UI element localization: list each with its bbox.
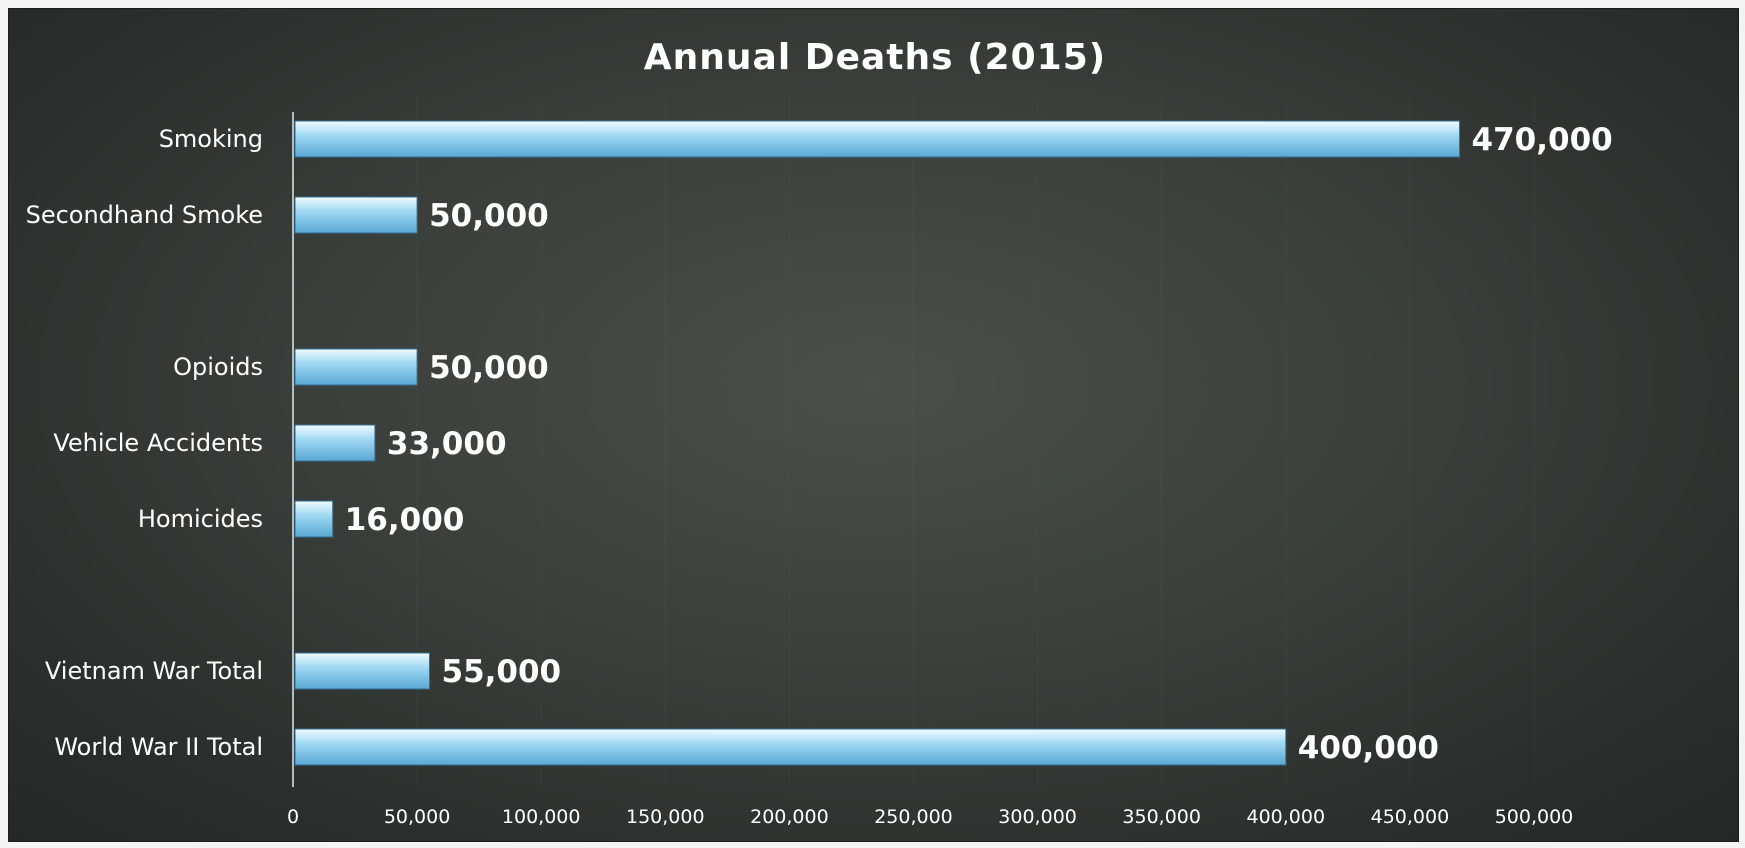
data-label: 470,000	[1472, 122, 1613, 158]
x-tick-label: 200,000	[750, 806, 829, 828]
x-tick-label: 350,000	[1122, 806, 1201, 828]
data-label: 33,000	[387, 426, 507, 462]
bar	[294, 120, 1461, 158]
data-label: 16,000	[345, 502, 465, 538]
bar	[294, 348, 418, 386]
bar	[294, 500, 334, 538]
data-label: 50,000	[429, 350, 549, 386]
x-axis-tick-labels: 0 50,000 100,000 150,000 200,000 250,000 300,0…	[287, 806, 1573, 828]
category-label: Homicides	[138, 505, 263, 533]
data-label: 50,000	[429, 198, 549, 234]
x-tick-label: 500,000	[1495, 806, 1574, 828]
bar	[294, 728, 1287, 766]
category-labels: Smoking Secondhand Smoke Opioids Vehicle Ac…	[26, 125, 263, 761]
x-tick-label: 100,000	[502, 806, 581, 828]
category-label: Smoking	[159, 125, 263, 153]
bar	[294, 652, 431, 690]
category-label: Vietnam War Total	[45, 657, 263, 685]
category-label: Vehicle Accidents	[53, 429, 263, 457]
data-labels: 470,000 50,000 50,000 33,000 16,000 55,000 400…	[345, 122, 1613, 766]
category-label: Opioids	[173, 353, 263, 381]
gridlines	[416, 97, 1535, 783]
x-tick-label: 0	[287, 806, 299, 828]
chart-title: Annual Deaths (2015)	[644, 37, 1106, 78]
bar	[294, 424, 376, 462]
x-tick-label: 300,000	[998, 806, 1077, 828]
x-tick-label: 150,000	[626, 806, 705, 828]
category-label: Secondhand Smoke	[26, 201, 263, 229]
x-tick-label: 450,000	[1371, 806, 1450, 828]
x-tick-label: 250,000	[874, 806, 953, 828]
bar	[294, 196, 418, 234]
chart-frame: Annual Deaths (2015) Smoking Secondhand S…	[8, 8, 1739, 842]
bars	[294, 120, 1461, 766]
bar-chart: Annual Deaths (2015) Smoking Secondhand S…	[26, 37, 1613, 828]
data-label: 55,000	[442, 654, 562, 690]
x-tick-label: 50,000	[384, 806, 450, 828]
x-tick-label: 400,000	[1247, 806, 1326, 828]
data-label: 400,000	[1298, 730, 1439, 766]
category-label: World War II Total	[54, 733, 263, 761]
